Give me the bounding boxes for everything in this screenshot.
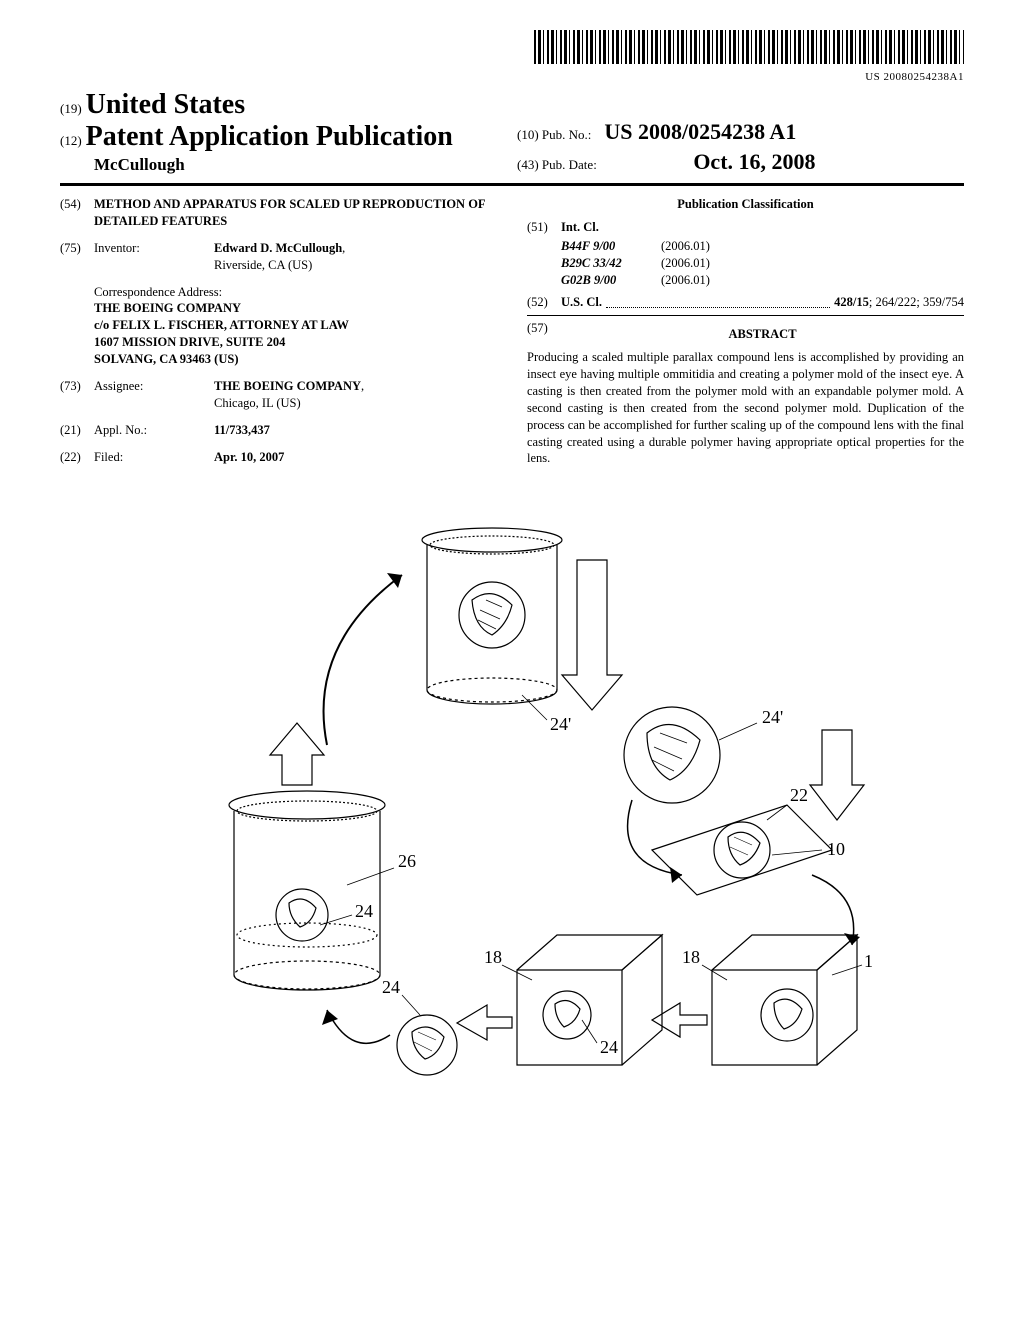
cpc-row: G02B 9/00 (2006.01) <box>561 272 964 289</box>
fig-label: 10 <box>827 839 845 859</box>
right-column: Publication Classification (51) Int. Cl.… <box>527 196 964 475</box>
applicant-name: McCullough <box>60 155 507 175</box>
invention-title: METHOD AND APPARATUS FOR SCALED UP REPRO… <box>94 196 497 230</box>
uscl-value: 428/15; 264/222; 359/754 <box>834 294 964 311</box>
field-51-num: (51) <box>527 219 561 236</box>
fig-label: 24' <box>762 707 783 727</box>
divider <box>527 315 964 316</box>
classification-title: Publication Classification <box>527 196 964 213</box>
bibliographic-columns: (54) METHOD AND APPARATUS FOR SCALED UP … <box>60 196 964 475</box>
field-52-num: (52) <box>527 294 561 311</box>
field-21-num: (21) <box>60 422 94 439</box>
abstract-title: ABSTRACT <box>561 326 964 343</box>
barcode-text: US 20080254238A1 <box>60 71 964 83</box>
field-54-num: (54) <box>60 196 94 230</box>
fig-label: 24 <box>382 977 400 997</box>
field-10-num: (10) <box>517 127 539 142</box>
assignee-location: Chicago, IL (US) <box>214 396 301 410</box>
application-number: 11/733,437 <box>214 422 497 439</box>
country: United States <box>86 89 245 120</box>
pubno-label: Pub. No.: <box>542 127 591 142</box>
abstract-text: Producing a scaled multiple parallax com… <box>527 349 964 467</box>
inventor-name: Edward D. McCullough <box>214 241 342 255</box>
field-43-num: (43) <box>517 157 539 172</box>
barcode <box>534 30 964 64</box>
fig-label: 18 <box>682 947 700 967</box>
field-75-num: (75) <box>60 240 94 274</box>
uscl-label: U.S. Cl. <box>561 294 602 311</box>
divider <box>60 183 964 186</box>
fig-label: 24 <box>355 901 373 921</box>
patent-figure: 24' 24' 22 10 26 24 18 24 18 10 24 <box>60 505 964 1170</box>
cpc-code: B44F 9/00 <box>561 238 661 255</box>
field-22-num: (22) <box>60 449 94 466</box>
correspondence-line4: SOLVANG, CA 93463 (US) <box>94 351 497 368</box>
applno-label: Appl. No.: <box>94 422 214 439</box>
correspondence-label: Correspondence Address: <box>94 284 497 301</box>
fig-label: 26 <box>398 851 416 871</box>
fig-label: 24' <box>550 714 571 734</box>
filed-date: Apr. 10, 2007 <box>214 449 497 466</box>
cpc-date: (2006.01) <box>661 255 710 272</box>
correspondence-line2: c/o FELIX L. FISCHER, ATTORNEY AT LAW <box>94 317 497 334</box>
cpc-code: B29C 33/42 <box>561 255 661 272</box>
field-12-num: (12) <box>60 133 82 148</box>
field-57-num: (57) <box>527 320 561 349</box>
correspondence-line3: 1607 MISSION DRIVE, SUITE 204 <box>94 334 497 351</box>
fig-label: 24 <box>600 1037 618 1057</box>
intcl-label: Int. Cl. <box>561 219 599 236</box>
inventor-location: Riverside, CA (US) <box>214 258 312 272</box>
fig-label: 18 <box>484 947 502 967</box>
header: (19) United States (12) Patent Applicati… <box>60 89 964 175</box>
filed-label: Filed: <box>94 449 214 466</box>
field-73-num: (73) <box>60 378 94 412</box>
publication-date: Oct. 16, 2008 <box>693 149 815 174</box>
dot-leader <box>606 298 830 308</box>
pubdate-label: Pub. Date: <box>542 157 597 172</box>
cpc-date: (2006.01) <box>661 238 710 255</box>
fig-label: 22 <box>790 785 808 805</box>
inventor-label: Inventor: <box>94 240 214 274</box>
cpc-date: (2006.01) <box>661 272 710 289</box>
publication-number: US 2008/0254238 A1 <box>604 119 796 144</box>
cpc-row: B29C 33/42 (2006.01) <box>561 255 964 272</box>
left-column: (54) METHOD AND APPARATUS FOR SCALED UP … <box>60 196 497 475</box>
fig-label: 10 <box>864 951 872 971</box>
assignee-name: THE BOEING COMPANY <box>214 379 361 393</box>
cpc-row: B44F 9/00 (2006.01) <box>561 238 964 255</box>
correspondence-line1: THE BOEING COMPANY <box>94 300 497 317</box>
field-19-num: (19) <box>60 101 82 116</box>
cpc-code: G02B 9/00 <box>561 272 661 289</box>
assignee-label: Assignee: <box>94 378 214 412</box>
publication-type: Patent Application Publication <box>86 121 453 152</box>
